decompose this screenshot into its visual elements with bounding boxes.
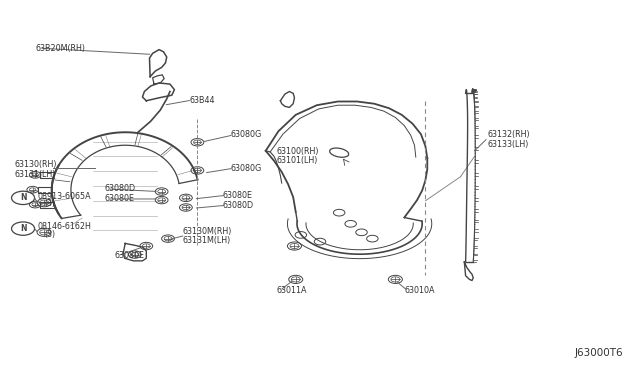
- Text: 63100(RH): 63100(RH): [276, 147, 319, 156]
- Text: 63080E: 63080E: [104, 195, 134, 203]
- Text: N: N: [20, 193, 26, 202]
- Text: (3): (3): [44, 199, 55, 208]
- Text: 63130M(RH): 63130M(RH): [182, 227, 232, 236]
- Text: 08913-6065A: 08913-6065A: [38, 192, 92, 201]
- Text: 63101(LH): 63101(LH): [276, 156, 318, 165]
- Text: 63131M(LH): 63131M(LH): [182, 236, 231, 246]
- Text: 63011A: 63011A: [276, 286, 307, 295]
- Text: (3): (3): [44, 230, 55, 239]
- Text: 63080G: 63080G: [230, 164, 262, 173]
- Text: 08146-6162H: 08146-6162H: [38, 222, 92, 231]
- Text: 63131(LH): 63131(LH): [15, 170, 56, 179]
- Text: 63080D: 63080D: [104, 185, 135, 193]
- Text: 63B20M(RH): 63B20M(RH): [36, 44, 86, 52]
- Text: 63080G: 63080G: [230, 130, 262, 140]
- Text: 63130(RH): 63130(RH): [15, 160, 57, 169]
- Text: 63132(RH): 63132(RH): [487, 130, 530, 140]
- Text: 63080D: 63080D: [223, 201, 254, 210]
- Text: 63B44: 63B44: [189, 96, 214, 105]
- Text: 63133(LH): 63133(LH): [487, 140, 529, 149]
- Text: N: N: [20, 224, 26, 233]
- Text: 63080E: 63080E: [223, 191, 253, 200]
- Text: 63080E: 63080E: [115, 251, 145, 260]
- Text: J63000T6: J63000T6: [575, 348, 623, 358]
- Text: 63010A: 63010A: [404, 286, 435, 295]
